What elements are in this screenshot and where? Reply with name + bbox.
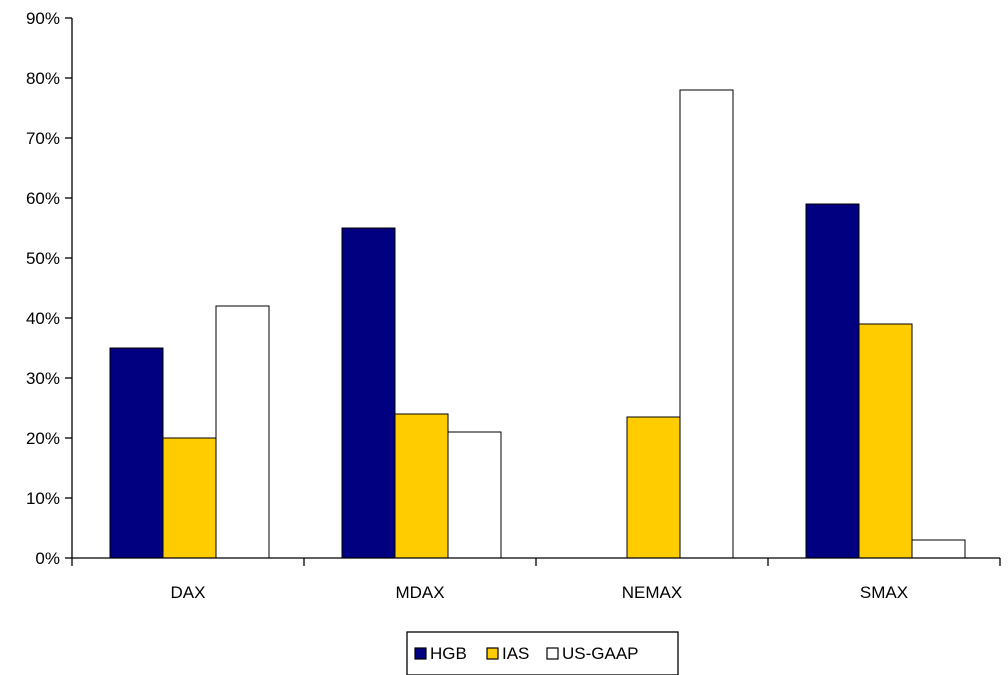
y-tick-label: 10%	[26, 489, 60, 508]
y-tick-label: 80%	[26, 69, 60, 88]
bar-mdax-ias	[394, 413, 449, 559]
legend-box	[406, 631, 679, 675]
legend-label-hgb: HGB	[430, 644, 467, 663]
legend-label-ias: IAS	[502, 644, 529, 663]
y-tick-label: 40%	[26, 309, 60, 328]
y-tick-label: 50%	[26, 249, 60, 268]
y-tick-label: 70%	[26, 129, 60, 148]
x-category-label: NEMAX	[622, 583, 682, 602]
bar-dax-ias	[162, 437, 217, 559]
y-tick-label: 30%	[26, 369, 60, 388]
bar-dax-hgb	[109, 347, 164, 559]
legend-label-us-gaap: US-GAAP	[562, 644, 639, 663]
bar-smax-us-gaap	[911, 539, 966, 559]
bar-smax-ias	[858, 323, 913, 559]
legend-swatch-ias	[486, 647, 499, 660]
y-tick-label: 20%	[26, 429, 60, 448]
legend: HGB IAS US-GAAP	[406, 631, 679, 675]
x-category-label: SMAX	[860, 583, 908, 602]
x-category-label: DAX	[171, 583, 206, 602]
bars-layer	[109, 89, 966, 559]
legend-swatch-us-gaap	[546, 647, 559, 660]
x-category-label: MDAX	[395, 583, 444, 602]
bar-mdax-hgb	[341, 227, 396, 559]
y-tick-label: 60%	[26, 189, 60, 208]
y-tick-label: 0%	[35, 549, 60, 568]
bar-mdax-us-gaap	[447, 431, 502, 559]
axes-layer: 0% 10% 20% 30% 40% 50% 60% 70% 80% 90% DAX MDAX NEMA…	[26, 9, 1001, 602]
bar-nemax-us-gaap	[679, 89, 734, 559]
legend-swatch-hgb	[414, 647, 427, 660]
y-tick-label: 90%	[26, 9, 60, 28]
bar-dax-us-gaap	[215, 305, 270, 559]
bar-smax-hgb	[805, 203, 860, 559]
bar-nemax-ias	[626, 416, 681, 559]
